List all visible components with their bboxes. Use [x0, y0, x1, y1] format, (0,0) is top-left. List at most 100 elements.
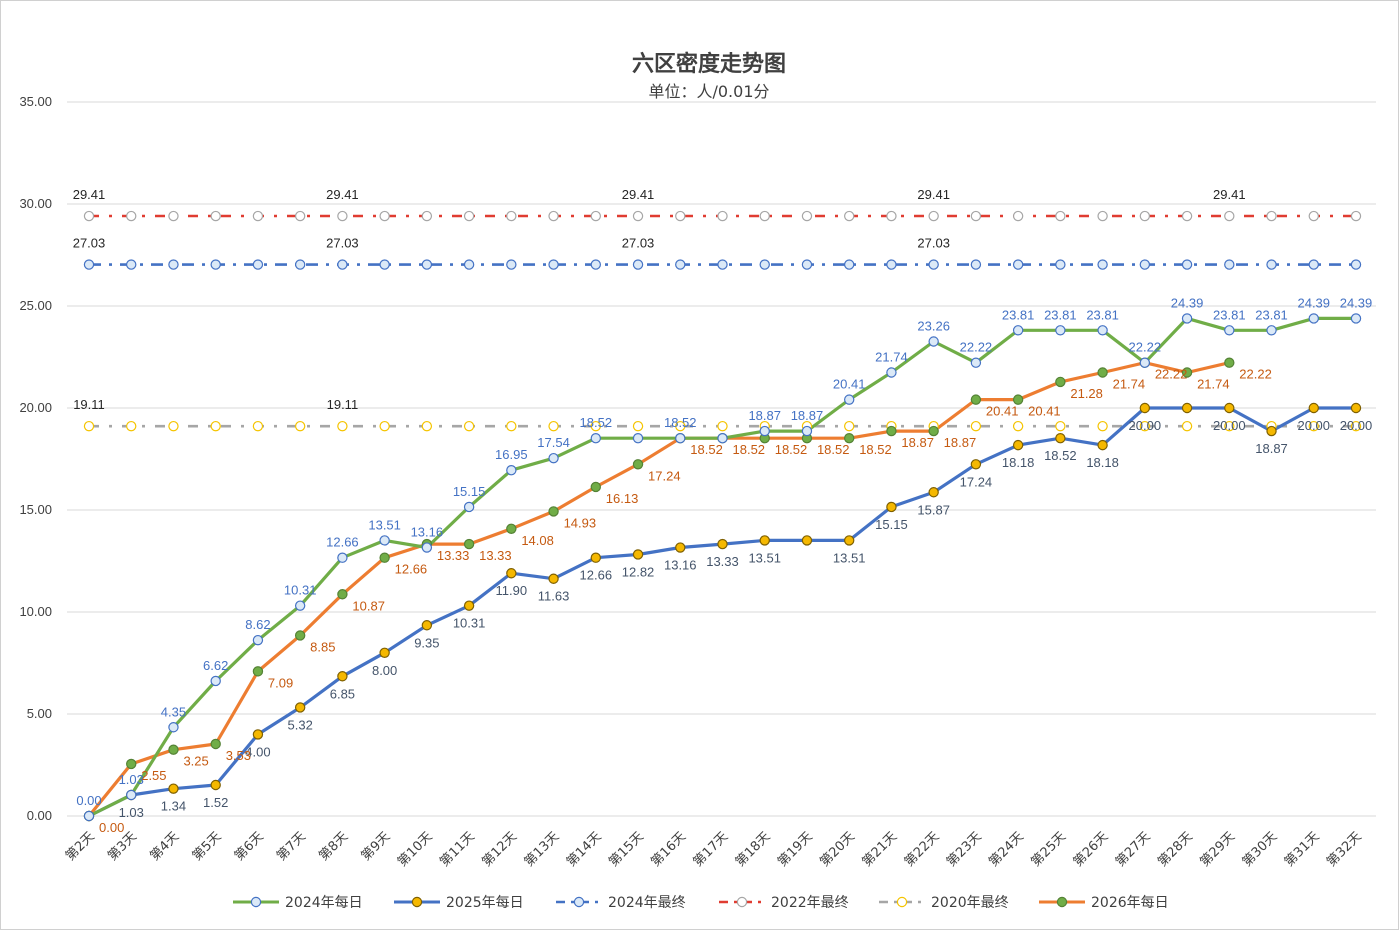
data-point [337, 552, 348, 563]
data-label: 13.16 [664, 558, 697, 573]
data-label: 19.11 [73, 397, 105, 412]
data-label: 2.55 [141, 768, 166, 783]
data-point [294, 259, 306, 270]
data-label: 15.87 [917, 502, 950, 517]
data-point [506, 210, 517, 222]
data-point [1181, 259, 1193, 270]
data-point [1097, 325, 1108, 336]
data-point [1139, 259, 1151, 270]
data-point [1012, 439, 1024, 451]
data-label: 15.15 [875, 517, 908, 532]
data-label: 27.03 [622, 236, 655, 251]
data-point [252, 666, 264, 677]
data-point [1224, 357, 1235, 368]
data-label: 8.85 [310, 639, 335, 654]
data-label: 22.22 [1155, 367, 1188, 382]
x-tick-label: 第7天 [274, 829, 309, 864]
legend-label-0: 2024年每日 [285, 895, 363, 911]
x-tick-label: 第32天 [1324, 829, 1365, 870]
data-point [210, 675, 221, 687]
data-point [210, 738, 221, 750]
x-tick-label: 第19天 [775, 829, 816, 870]
data-point [886, 367, 897, 378]
data-point [1350, 420, 1362, 432]
data-point [1224, 402, 1235, 414]
data-point [1308, 210, 1319, 222]
data-point [168, 259, 179, 270]
data-label: 1.03 [119, 805, 144, 820]
data-point [337, 671, 348, 682]
data-label: 13.33 [437, 548, 470, 563]
data-point [928, 210, 939, 222]
data-point [379, 420, 390, 432]
legend-marker-2 [573, 896, 585, 908]
data-point [1266, 425, 1277, 437]
data-label: 29.41 [622, 187, 655, 202]
data-point [844, 259, 855, 270]
data-point [252, 210, 264, 222]
y-axis: 0.00 5.00 10.00 15.00 20.00 25.00 30.00 35.00 [19, 94, 52, 823]
data-point [379, 647, 390, 659]
x-tick-label: 第29天 [1197, 829, 1238, 870]
data-label: 18.52 [664, 415, 697, 430]
data-label: 10.87 [352, 598, 385, 613]
data-point [421, 420, 433, 432]
data-label: 1.34 [161, 799, 186, 814]
data-label: 23.81 [1002, 307, 1035, 322]
data-point [83, 259, 95, 270]
chart-title: 六区密度走势图 [632, 51, 786, 77]
data-label: 23.81 [1213, 307, 1246, 322]
data-point [590, 432, 602, 444]
data-point [463, 501, 475, 513]
y-tick-label: 0.00 [27, 808, 52, 823]
gridlines [67, 101, 1376, 817]
data-point [632, 549, 644, 560]
data-label: 13.51 [748, 550, 781, 565]
data-label: 22.22 [1129, 340, 1162, 355]
data-point [126, 789, 137, 801]
data-point [1181, 210, 1193, 222]
data-label: 18.52 [775, 442, 808, 457]
data-point [844, 394, 855, 405]
data-point [844, 210, 855, 222]
data-point [886, 501, 897, 513]
data-label: 17.54 [537, 435, 570, 450]
x-tick-label: 第14天 [564, 829, 605, 870]
data-label: 23.81 [1044, 307, 1077, 322]
data-point [252, 420, 264, 432]
data-point [759, 425, 770, 437]
data-label: 9.35 [414, 635, 439, 650]
data-label: 20.41 [1028, 404, 1061, 419]
data-label: 21.74 [1197, 377, 1230, 392]
data-point [1350, 402, 1362, 414]
data-label: 20.41 [833, 377, 866, 392]
data-point [1181, 313, 1193, 324]
x-tick-label: 第11天 [437, 829, 478, 870]
data-label: 18.52 [580, 415, 613, 430]
data-point [590, 420, 602, 432]
data-point [970, 459, 982, 470]
data-point [548, 210, 559, 222]
x-tick-label: 第5天 [190, 829, 225, 864]
data-point [590, 210, 602, 222]
data-point [928, 425, 939, 437]
x-tick-label: 第12天 [479, 829, 520, 870]
data-label: 0.00 [99, 820, 124, 835]
data-label: 0.00 [76, 793, 101, 808]
data-label: 18.87 [748, 408, 781, 423]
data-point [463, 259, 475, 270]
data-label: 8.00 [372, 663, 397, 678]
data-label: 3.53 [226, 748, 251, 763]
data-point [970, 210, 982, 222]
data-point [337, 259, 348, 270]
data-label: 23.81 [1086, 307, 1119, 322]
data-label: 18.52 [817, 442, 850, 457]
data-label: 27.03 [73, 236, 106, 251]
x-tick-label: 第28天 [1155, 829, 1196, 870]
data-point [928, 259, 939, 270]
data-point [1012, 325, 1024, 336]
data-label: 14.93 [564, 515, 597, 530]
data-point [632, 420, 644, 432]
data-point [379, 552, 390, 563]
data-point [379, 535, 390, 546]
